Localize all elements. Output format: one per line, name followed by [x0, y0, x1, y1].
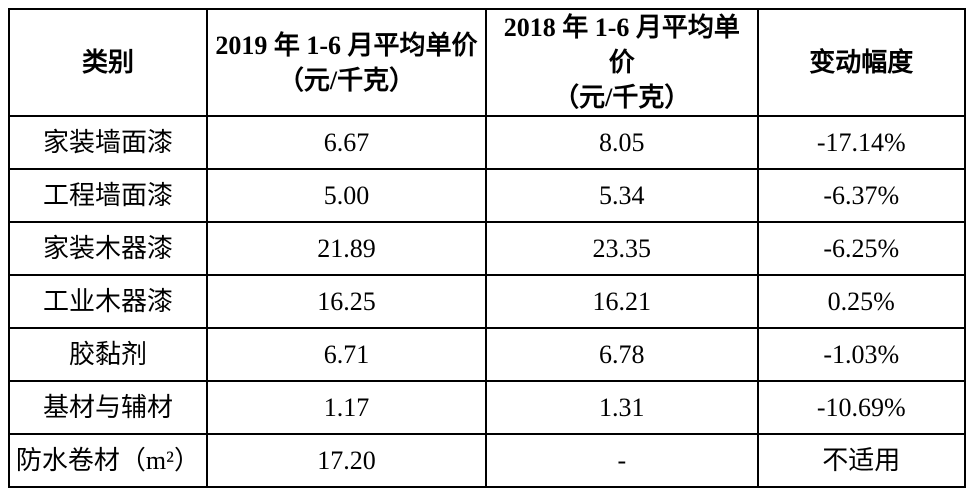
cell-price-2019: 21.89 [205, 221, 488, 277]
table-row: 工程墙面漆 5.00 5.34 -6.37% [8, 168, 967, 224]
table-header-row: 类别 2019 年 1-6 月平均单价 （元/千克） 2018 年 1-6 月平… [8, 7, 967, 118]
cell-price-2019: 6.67 [205, 115, 488, 171]
header-price-2019-line1: 2019 年 1-6 月平均单价 [215, 30, 478, 60]
cell-price-2018: - [485, 433, 759, 488]
cell-price-2019: 17.20 [205, 433, 488, 488]
header-price-2019: 2019 年 1-6 月平均单价 （元/千克） [205, 7, 488, 118]
cell-change: -6.25% [756, 221, 967, 277]
cell-change: -6.37% [756, 168, 967, 224]
cell-price-2018: 8.05 [485, 115, 759, 171]
cell-category: 基材与辅材 [8, 380, 208, 436]
table-row: 工业木器漆 16.25 16.21 0.25% [8, 274, 967, 330]
cell-category: 工业木器漆 [8, 274, 208, 330]
cell-price-2019: 6.71 [205, 327, 488, 383]
table-row: 家装墙面漆 6.67 8.05 -17.14% [8, 115, 967, 171]
header-change: 变动幅度 [756, 7, 967, 118]
cell-price-2018: 16.21 [485, 274, 759, 330]
cell-price-2018: 5.34 [485, 168, 759, 224]
cell-price-2018: 1.31 [485, 380, 759, 436]
header-category: 类别 [8, 7, 208, 118]
cell-change: 不适用 [756, 433, 967, 488]
average-unit-price-table: 类别 2019 年 1-6 月平均单价 （元/千克） 2018 年 1-6 月平… [8, 7, 967, 488]
cell-change: -10.69% [756, 380, 967, 436]
cell-category: 防水卷材（m²） [8, 433, 208, 488]
table-row: 胶黏剂 6.71 6.78 -1.03% [8, 327, 967, 383]
cell-category: 胶黏剂 [8, 327, 208, 383]
header-price-2018-line1: 2018 年 1-6 月平均单价 [503, 13, 740, 78]
cell-change: -1.03% [756, 327, 967, 383]
cell-price-2018: 6.78 [485, 327, 759, 383]
cell-category: 家装木器漆 [8, 221, 208, 277]
cell-category: 工程墙面漆 [8, 168, 208, 224]
header-price-2018-line2: （元/千克） [553, 83, 691, 113]
cell-price-2019: 16.25 [205, 274, 488, 330]
header-price-2018: 2018 年 1-6 月平均单价 （元/千克） [485, 7, 759, 118]
table-row: 家装木器漆 21.89 23.35 -6.25% [8, 221, 967, 277]
table-row: 防水卷材（m²） 17.20 - 不适用 [8, 433, 967, 488]
cell-change: -17.14% [756, 115, 967, 171]
cell-change: 0.25% [756, 274, 967, 330]
cell-price-2019: 5.00 [205, 168, 488, 224]
table-row: 基材与辅材 1.17 1.31 -10.69% [8, 380, 967, 436]
cell-category: 家装墙面漆 [8, 115, 208, 171]
cell-price-2019: 1.17 [205, 380, 488, 436]
cell-price-2018: 23.35 [485, 221, 759, 277]
header-price-2019-line2: （元/千克） [277, 65, 416, 95]
